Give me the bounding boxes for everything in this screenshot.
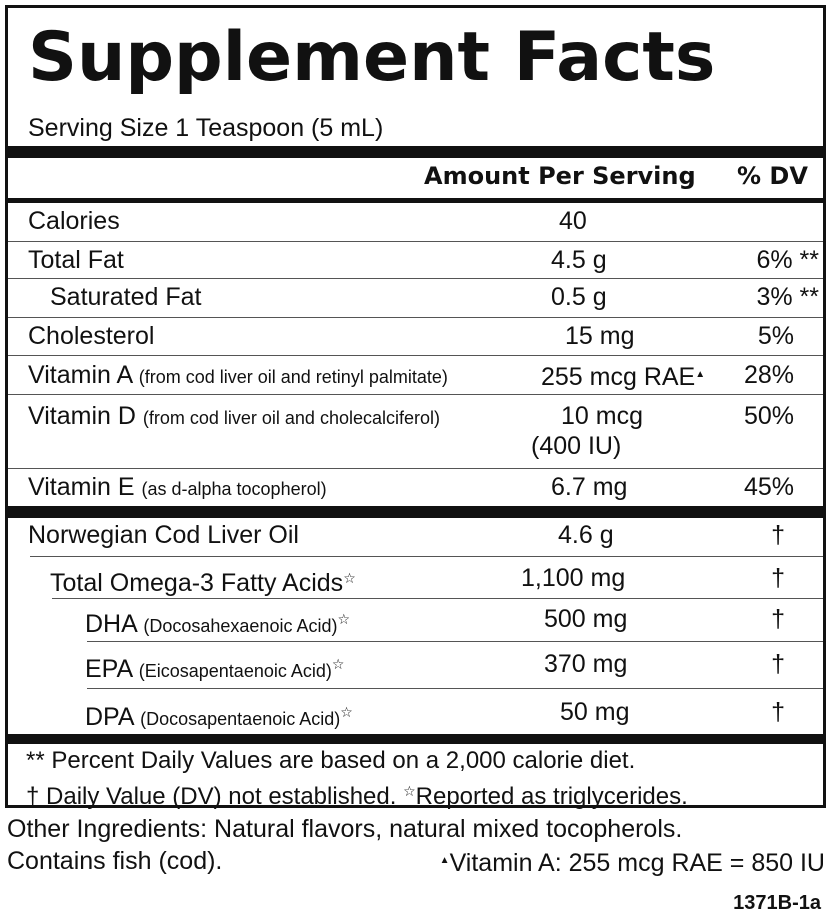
triangle-marker-icon: ▲ [695,369,706,380]
row-divider [52,598,823,599]
nutrient-name: Vitamin A (from cod liver oil and retiny… [28,357,448,395]
nutrient-name: Total Fat [28,246,124,274]
divider-medium [8,198,823,203]
nutrient-dv: 45% [743,473,794,501]
nutrient-source: (from cod liver oil and retinyl palmitat… [138,367,448,387]
nutrient-amount: 4.5 g [551,246,607,274]
ingredient-dv: † [771,605,785,633]
ingredient-name: Norwegian Cod Liver Oil [28,521,299,549]
ingredient-name: EPA (Eicosapentaenoic Acid)☆ [85,646,344,689]
ingredient-label: DHA [85,610,137,638]
ingredient-name: DHA (Docosahexaenoic Acid)☆ [85,601,350,644]
footnote-dv-not-established: † Daily Value (DV) not established. ☆Rep… [26,776,688,812]
ingredient-dv: † [771,698,785,726]
nutrient-name: Saturated Fat [50,283,202,311]
ingredient-row: Norwegian Cod Liver Oil 4.6 g † [8,517,823,553]
nutrient-dv: 28% [743,361,794,389]
row-divider [8,468,823,469]
nutrient-label: Vitamin A [28,361,132,389]
triangle-marker-icon: ▲ [439,855,450,866]
nutrient-amount: 6.7 mg [551,473,628,501]
divider-thick [8,506,823,518]
nutrient-dv: 5% [757,322,794,350]
row-divider [87,641,823,642]
nutrient-source: (as d-alpha tocopherol) [141,479,327,499]
vitamin-a-conversion: ▲Vitamin A: 255 mcg RAE = 850 IU [440,846,825,878]
ingredient-dv: † [771,650,785,678]
amount-header: Amount Per Serving [424,162,696,190]
nutrient-amount: 15 mg [565,322,635,350]
star-marker-icon: ☆ [337,611,351,627]
nutrient-row: Vitamin D (from cod liver oil and cholec… [8,398,823,466]
nutrient-dv: 6% ** [756,246,819,274]
ingredient-detail: (Eicosapentaenoic Acid) [138,661,332,681]
ingredient-label: DPA [85,703,134,731]
footnote-dagger: † Daily Value (DV) not established. [26,783,397,810]
nutrient-name: Calories [28,207,120,235]
dv-header: % DV [737,162,808,190]
nutrient-dv: 3% ** [756,283,819,311]
divider-thick [8,146,823,158]
other-ingredients: Other Ingredients: Natural flavors, natu… [7,815,683,843]
ingredient-amount: 1,100 mg [521,564,626,592]
nutrient-amount: 255 mcg RAE▲ [541,357,705,395]
ingredient-detail: (Docosahexaenoic Acid) [143,616,338,636]
row-divider [30,556,823,557]
row-divider [8,241,823,242]
supplement-facts-panel: Supplement Facts Serving Size 1 Teaspoon… [5,5,826,810]
ingredient-dv: † [771,564,785,592]
nutrient-row: Vitamin A (from cod liver oil and retiny… [8,357,823,393]
ingredient-detail: (Docosapentaenoic Acid) [140,709,341,729]
star-marker-icon: ☆ [403,783,416,799]
panel-title: Supplement Facts [28,18,716,97]
footnote-triglycerides: Reported as triglycerides. [415,783,688,810]
divider-thick [8,734,823,744]
nutrient-row: Vitamin E (as d-alpha tocopherol) 6.7 mg… [8,469,823,505]
serving-size: Serving Size 1 Teaspoon (5 mL) [28,114,384,142]
row-divider [8,278,823,279]
nutrient-label: Vitamin D [28,402,136,430]
row-divider [8,394,823,395]
ingredient-name: Total Omega-3 Fatty Acids☆ [50,560,356,601]
nutrient-name: Cholesterol [28,322,155,350]
nutrient-amount: 10 mcg [561,402,643,430]
product-code: 1371B-1a [733,892,821,914]
nutrient-label: Vitamin E [28,473,135,501]
ingredient-row: EPA (Eicosapentaenoic Acid)☆ 370 mg † [8,646,823,683]
nutrient-amount-iu: (400 IU) [531,432,622,460]
star-marker-icon: ☆ [331,656,345,672]
star-marker-icon: ☆ [343,570,356,586]
nutrient-dv: 50% [743,402,794,430]
allergen-statement: Contains fish (cod). [7,847,223,875]
ingredient-label: Total Omega-3 Fatty Acids [50,569,344,597]
row-divider [8,317,823,318]
star-marker-icon: ☆ [340,704,353,720]
ingredient-dv: † [771,521,785,549]
ingredient-row: DHA (Docosahexaenoic Acid)☆ 500 mg † [8,601,823,638]
row-divider [8,355,823,356]
ingredient-amount: 500 mg [544,605,628,633]
ingredient-amount: 50 mg [560,698,630,726]
row-divider [87,688,823,689]
nutrient-amount-value: 255 mcg RAE [541,363,696,391]
nutrient-row: Calories 40 [8,203,823,239]
nutrient-row: Saturated Fat 0.5 g 3% ** [8,279,823,315]
footnote-daily-values: ** Percent Daily Values are based on a 2… [26,747,636,774]
nutrient-row: Total Fat 4.5 g 6% ** [8,242,823,278]
ingredient-row: DPA (Docosapentaenoic Acid)☆ 50 mg † [8,694,823,731]
nutrient-amount: 0.5 g [551,283,607,311]
nutrient-amount: 40 [559,207,587,235]
ingredient-label: EPA [85,655,132,683]
ingredient-amount: 4.6 g [558,521,614,549]
nutrient-name: Vitamin D (from cod liver oil and cholec… [28,398,440,436]
nutrient-source: (from cod liver oil and cholecalciferol) [142,408,440,428]
nutrient-row: Cholesterol 15 mg 5% [8,318,823,354]
nutrient-name: Vitamin E (as d-alpha tocopherol) [28,469,327,507]
vitamin-a-conversion-text: Vitamin A: 255 mcg RAE = 850 IU [449,849,825,877]
ingredient-row: Total Omega-3 Fatty Acids☆ 1,100 mg † [8,560,823,597]
ingredient-name: DPA (Docosapentaenoic Acid)☆ [85,694,353,737]
ingredient-amount: 370 mg [544,650,628,678]
